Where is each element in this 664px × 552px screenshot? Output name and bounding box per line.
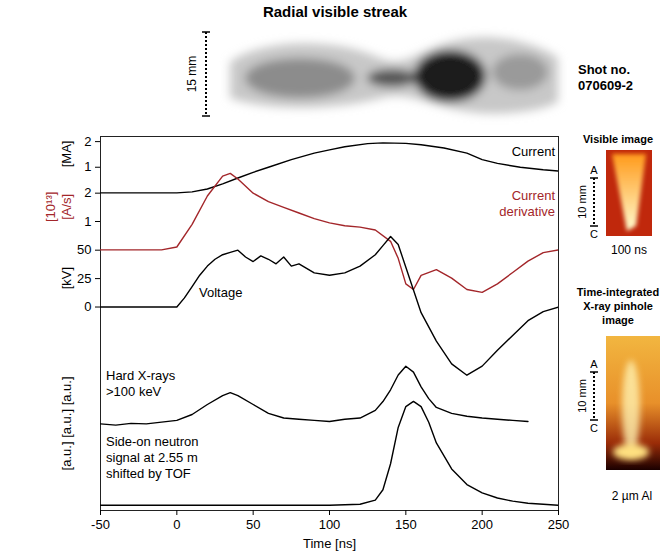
svg-text:[MA]: [MA]	[59, 141, 74, 168]
svg-text:[A/s]: [A/s]	[59, 194, 74, 220]
svg-text:Radial visible streak: Radial visible streak	[263, 3, 408, 20]
svg-text:Hard X-rays: Hard X-rays	[106, 368, 176, 383]
svg-text:10 mm: 10 mm	[576, 185, 588, 219]
svg-text:0: 0	[173, 517, 180, 532]
svg-text:1: 1	[84, 159, 91, 174]
svg-text:[kV]: [kV]	[59, 267, 74, 289]
svg-text:Current: Current	[512, 188, 556, 203]
svg-text:10 mm: 10 mm	[576, 379, 588, 413]
svg-text:1: 1	[84, 214, 91, 229]
svg-text:derivative: derivative	[499, 204, 555, 219]
svg-text:Time-integrated: Time-integrated	[577, 286, 659, 298]
svg-text:Shot no.: Shot no.	[578, 62, 630, 77]
svg-text:Voltage: Voltage	[199, 285, 242, 300]
svg-text:15 mm: 15 mm	[185, 56, 199, 93]
svg-text:Visible image: Visible image	[583, 133, 653, 145]
svg-text:X-ray pinhole: X-ray pinhole	[583, 300, 653, 312]
svg-text:2: 2	[84, 185, 91, 200]
svg-text:150: 150	[395, 517, 417, 532]
svg-text:A: A	[590, 358, 598, 370]
svg-text:50: 50	[246, 517, 260, 532]
svg-text:2: 2	[84, 134, 91, 149]
svg-text:shifted by TOF: shifted by TOF	[106, 466, 191, 481]
svg-text:Time [ns]: Time [ns]	[303, 536, 356, 551]
svg-text:C: C	[590, 422, 598, 434]
svg-text:>100 keV: >100 keV	[106, 384, 162, 399]
svg-text:50: 50	[77, 242, 91, 257]
svg-text:200: 200	[471, 517, 493, 532]
svg-text:100: 100	[319, 517, 341, 532]
svg-text:C: C	[590, 228, 598, 240]
svg-text:250: 250	[548, 517, 570, 532]
svg-text:100 ns: 100 ns	[611, 243, 647, 257]
svg-text:Side-on neutron: Side-on neutron	[106, 434, 199, 449]
svg-text:0: 0	[84, 299, 91, 314]
svg-text:Current: Current	[512, 144, 556, 159]
svg-text:signal at 2.55 m: signal at 2.55 m	[106, 450, 198, 465]
svg-text:[10¹³]: [10¹³]	[43, 192, 58, 222]
svg-text:2 µm Al: 2 µm Al	[612, 489, 652, 503]
svg-text:[a.u.] [a.u.] [a.u.]: [a.u.] [a.u.] [a.u.]	[59, 376, 74, 470]
svg-text:A: A	[590, 164, 598, 176]
svg-text:image: image	[602, 314, 634, 326]
svg-text:070609-2: 070609-2	[578, 78, 633, 93]
svg-text:-50: -50	[91, 517, 110, 532]
svg-text:25: 25	[77, 271, 91, 286]
